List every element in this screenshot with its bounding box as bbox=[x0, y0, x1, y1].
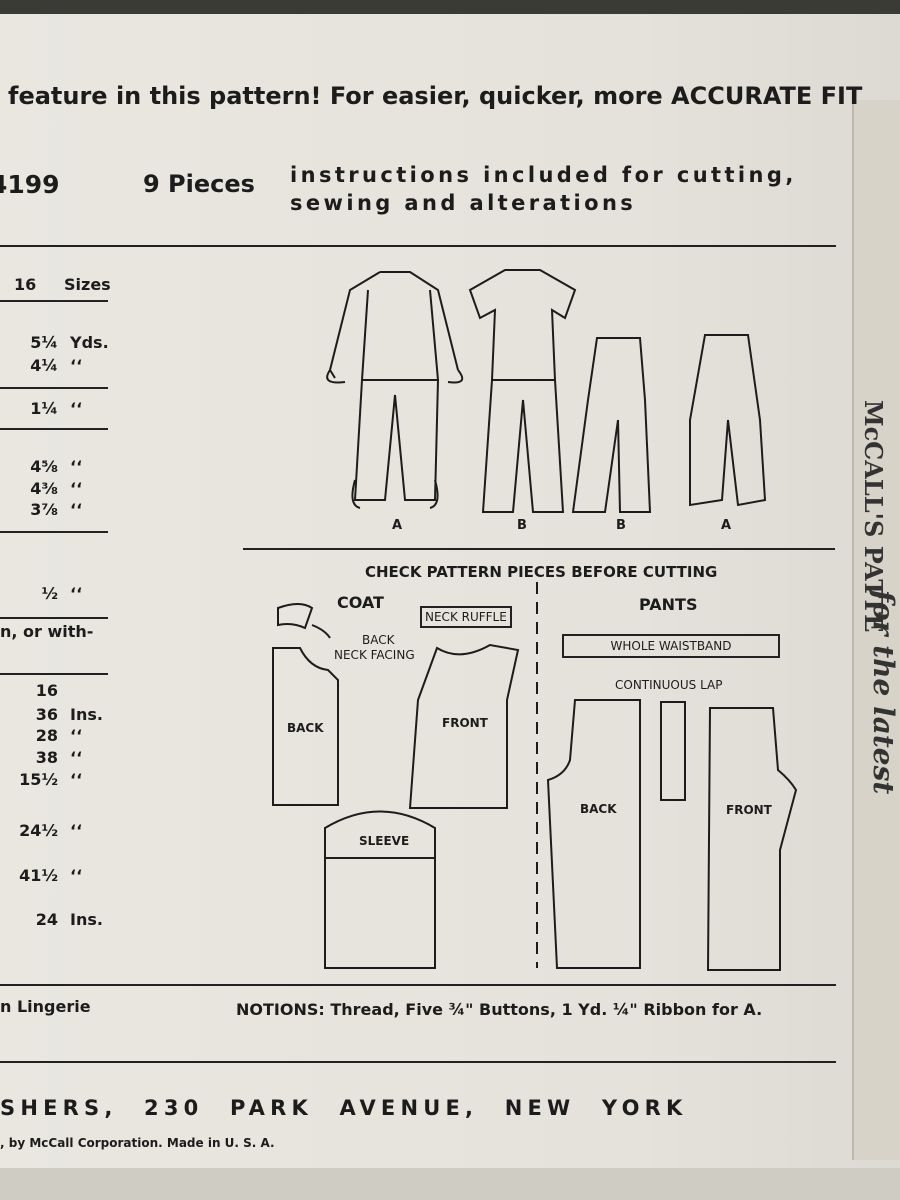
rule bbox=[0, 428, 108, 430]
envelope-edge bbox=[852, 100, 900, 1160]
rule bbox=[0, 673, 108, 675]
pants-back-piece bbox=[546, 699, 641, 969]
table-unit: Yds. bbox=[70, 333, 109, 352]
coat-front: FRONT bbox=[442, 716, 488, 730]
table-unit: ‘‘ bbox=[70, 748, 83, 767]
instructions: instructions included for cutting, bbox=[290, 163, 797, 187]
table-unit: ‘‘ bbox=[70, 457, 83, 476]
coat-back-piece bbox=[272, 647, 339, 806]
view-b-coat bbox=[468, 269, 577, 513]
facing-label: BACK bbox=[362, 633, 395, 647]
top-shadow bbox=[0, 0, 900, 14]
view-label: B bbox=[616, 518, 626, 533]
table-unit: ‘‘ bbox=[70, 584, 83, 603]
rule bbox=[0, 300, 108, 302]
table-unit: ‘‘ bbox=[70, 821, 83, 840]
table-unit: ‘‘ bbox=[70, 770, 83, 789]
table-value: 41½ bbox=[19, 866, 58, 885]
coat-back: BACK bbox=[287, 721, 324, 735]
coat-front-piece bbox=[408, 643, 520, 809]
lap-piece bbox=[660, 701, 686, 801]
tagline: feature in this pattern! For easier, qui… bbox=[8, 82, 863, 110]
rule bbox=[0, 1061, 836, 1063]
sleeve: SLEEVE bbox=[359, 834, 410, 848]
view-label: B bbox=[517, 518, 527, 533]
coat-title: COAT bbox=[337, 593, 384, 612]
bottom-edge bbox=[0, 1168, 900, 1200]
pieces-count: 9 Pieces bbox=[143, 170, 255, 198]
neck-ruffle: NECK RUFFLE bbox=[420, 606, 512, 628]
pants-front: FRONT bbox=[726, 803, 772, 817]
pants-title: PANTS bbox=[639, 595, 698, 614]
table-value: 16 bbox=[35, 681, 58, 700]
table-unit: ‘‘ bbox=[70, 500, 83, 519]
table-value: 4⅜ bbox=[30, 479, 58, 498]
view-b-pants bbox=[571, 337, 652, 513]
rule bbox=[0, 984, 836, 986]
facing-label: NECK FACING bbox=[334, 648, 415, 662]
table-value: 5¼ bbox=[30, 333, 58, 352]
table-unit: Ins. bbox=[70, 910, 103, 929]
table-value: 15½ bbox=[19, 770, 58, 789]
notions: NOTIONS: Thread, Five ¾" Buttons, 1 Yd. … bbox=[236, 1000, 763, 1019]
table-value: 36 bbox=[35, 705, 58, 724]
table-unit: Ins. bbox=[70, 705, 103, 724]
table-value: 4⅝ bbox=[30, 457, 58, 476]
view-a-pants bbox=[689, 334, 767, 507]
table-value: 38 bbox=[35, 748, 58, 767]
pieces-title: CHECK PATTERN PIECES BEFORE CUTTING bbox=[365, 563, 718, 581]
waistband: WHOLE WAISTBAND bbox=[562, 634, 780, 658]
pants-front-piece bbox=[706, 707, 798, 971]
table-unit: ‘‘ bbox=[70, 866, 83, 885]
view-label: A bbox=[392, 518, 403, 533]
table-unit: ‘‘ bbox=[70, 479, 83, 498]
view-label: A bbox=[721, 518, 732, 533]
rule bbox=[0, 617, 108, 619]
instructions: sewing and alterations bbox=[290, 191, 637, 215]
table-value: 24½ bbox=[19, 821, 58, 840]
table-value: ½ bbox=[41, 584, 58, 603]
table-text: n, or with- bbox=[0, 622, 94, 641]
rule bbox=[0, 531, 108, 533]
size-head: 16 bbox=[14, 275, 37, 294]
table-value: 3⅞ bbox=[30, 500, 58, 519]
neck-facing bbox=[277, 603, 331, 639]
sleeve-piece bbox=[324, 810, 436, 969]
table-text: n Lingerie bbox=[0, 997, 91, 1016]
pants-back: BACK bbox=[580, 802, 617, 816]
table-unit: ‘‘ bbox=[70, 356, 83, 375]
table-unit: ‘‘ bbox=[70, 399, 83, 418]
table-unit: ‘‘ bbox=[70, 726, 83, 745]
pattern-number: 4199 bbox=[0, 170, 60, 199]
rule bbox=[0, 387, 108, 389]
table-value: 1¼ bbox=[30, 399, 58, 418]
address: SHERS, 230 PARK AVENUE, NEW YORK bbox=[0, 1096, 688, 1120]
table-value: 24 bbox=[35, 910, 58, 929]
lap-label: CONTINUOUS LAP bbox=[615, 678, 723, 692]
rule bbox=[0, 245, 836, 247]
copyright: , by McCall Corporation. Made in U. S. A… bbox=[0, 1136, 275, 1150]
view-a-coat bbox=[326, 271, 464, 509]
table-value: 28 bbox=[35, 726, 58, 745]
rule bbox=[243, 548, 835, 550]
size-head: Sizes bbox=[64, 275, 111, 294]
table-value: 4¼ bbox=[30, 356, 58, 375]
